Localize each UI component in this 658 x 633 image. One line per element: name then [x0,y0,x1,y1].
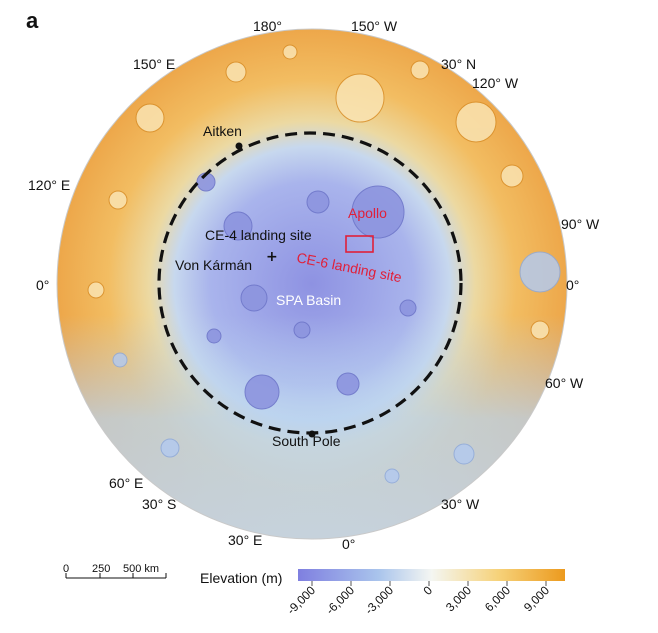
lon-label-120w: 120° W [472,75,519,91]
ce6-site-box [345,235,374,253]
elevation-tick-label: -3,000 [362,583,396,617]
lon-label-90w: 90° W [561,216,600,232]
lon-label-60e: 60° E [109,475,143,491]
lat-label-30n: 30° N [441,56,476,72]
moon-globe [56,28,568,540]
scale-bar: 0 250 500 km [63,563,167,579]
lon-label-180: 180° [253,18,282,34]
elevation-colorbar [298,569,565,581]
scale-tick-label: 0 [63,563,69,575]
aitken-label: Aitken [203,123,242,139]
lon-label-60w: 60° W [545,375,584,391]
south-pole-marker [308,430,316,438]
elevation-tick-label: 3,000 [443,583,474,614]
ce4-marker-icon: + [266,249,278,265]
graticule-labels: 180° 150° W 150° E 30° N 120° W 120° E 9… [28,18,600,552]
aitken-marker [235,142,243,150]
lat-label-30s: 30° S [142,496,176,512]
lon-label-150e: 150° E [133,56,175,72]
lon-label-30e: 30° E [228,532,262,548]
ce4-label: CE-4 landing site [205,227,312,243]
lon-label-0-bottom: 0° [342,536,355,552]
lon-label-120e: 120° E [28,177,70,193]
elevation-tick-label: 0 [420,583,435,598]
south-pole-label: South Pole [272,433,341,449]
elevation-tick-label: 6,000 [482,583,513,614]
elevation-legend: Elevation (m) -9,000 -6,000 -3,000 0 3,000 6,… [200,569,565,617]
elevation-tick-label: -6,000 [323,583,357,617]
apollo-label: Apollo [348,205,387,221]
scale-tick-label: 250 [92,563,110,575]
panel-label: a [26,8,39,33]
lon-label-150w-top: 150° W [351,18,398,34]
scale-tick-label: 500 km [123,563,159,575]
elevation-tick-label: 9,000 [521,583,552,614]
spa-basin-label: SPA Basin [276,292,341,308]
lon-label-30w: 30° W [441,496,480,512]
elevation-legend-title: Elevation (m) [200,570,282,586]
lat-label-0-left: 0° [36,277,49,293]
von-karman-label: Von Kármán [175,257,252,273]
elevation-tick-label: -9,000 [284,583,318,617]
lat-label-0-right: 0° [566,277,579,293]
